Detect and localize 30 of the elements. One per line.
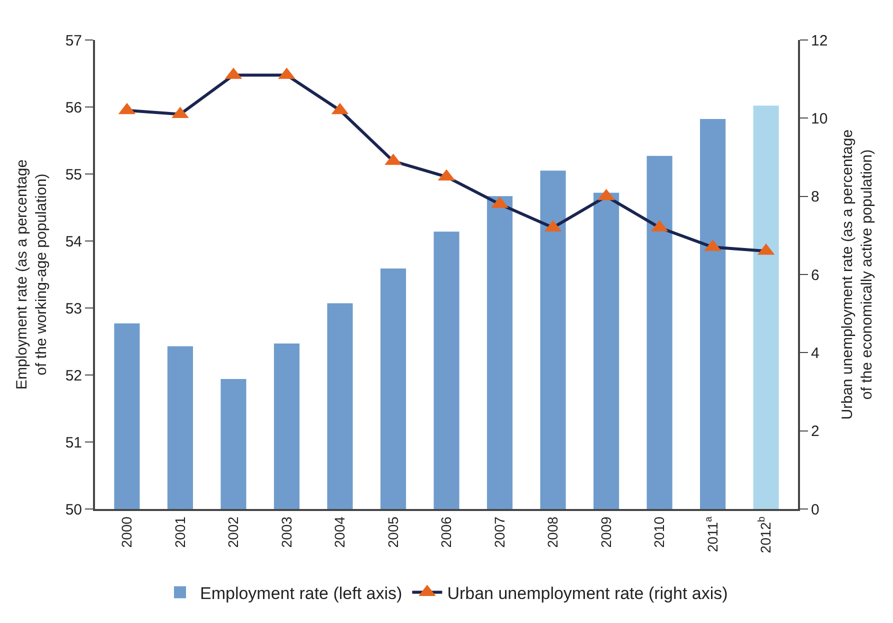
y-tick-label: 56 <box>65 99 82 116</box>
y-tick-label: 55 <box>65 166 82 184</box>
y2-tick-label: 0 <box>811 501 820 518</box>
y-axis-title: Employment rate (as a percentage of the working-age population) <box>14 159 50 390</box>
y-tick-label: 52 <box>65 367 82 384</box>
x-tick-label: 2004 <box>332 516 348 548</box>
y-tick-label: 53 <box>65 300 82 318</box>
y2-tick-label: 8 <box>811 188 820 206</box>
x-tick-label: 2010 <box>651 516 668 548</box>
y2-tick-label: 12 <box>811 32 828 50</box>
y2-tick-label: 10 <box>811 110 828 128</box>
x-tick-label: 2007 <box>491 516 508 548</box>
x-tick-label: 2002 <box>225 516 242 548</box>
x-tick-label: 2000 <box>118 516 134 548</box>
x-tick-label: 2009 <box>598 516 614 548</box>
legend-label: Urban unemployment rate (right axis) <box>447 584 728 603</box>
y2-tick-label: 2 <box>811 423 820 440</box>
x-tick-label: 2005 <box>384 516 401 548</box>
x-tick-label: 2001 <box>172 516 188 548</box>
y-tick-label: 57 <box>65 32 82 50</box>
legend-label: Employment rate (left axis) <box>200 584 402 603</box>
y-tick-label: 50 <box>65 501 82 518</box>
x-tick-label: 2008 <box>544 516 561 548</box>
y2-tick-label: 6 <box>811 266 820 284</box>
y-tick-label: 54 <box>65 233 82 250</box>
x-tick-label: 2003 <box>278 516 294 548</box>
y2-axis-title: Urban unemployment rate (as a percentage of the economically active population) <box>839 129 876 420</box>
y-tick-label: 51 <box>65 434 82 452</box>
y2-tick-label: 4 <box>811 344 820 362</box>
x-tick-label: 2006 <box>438 516 454 548</box>
